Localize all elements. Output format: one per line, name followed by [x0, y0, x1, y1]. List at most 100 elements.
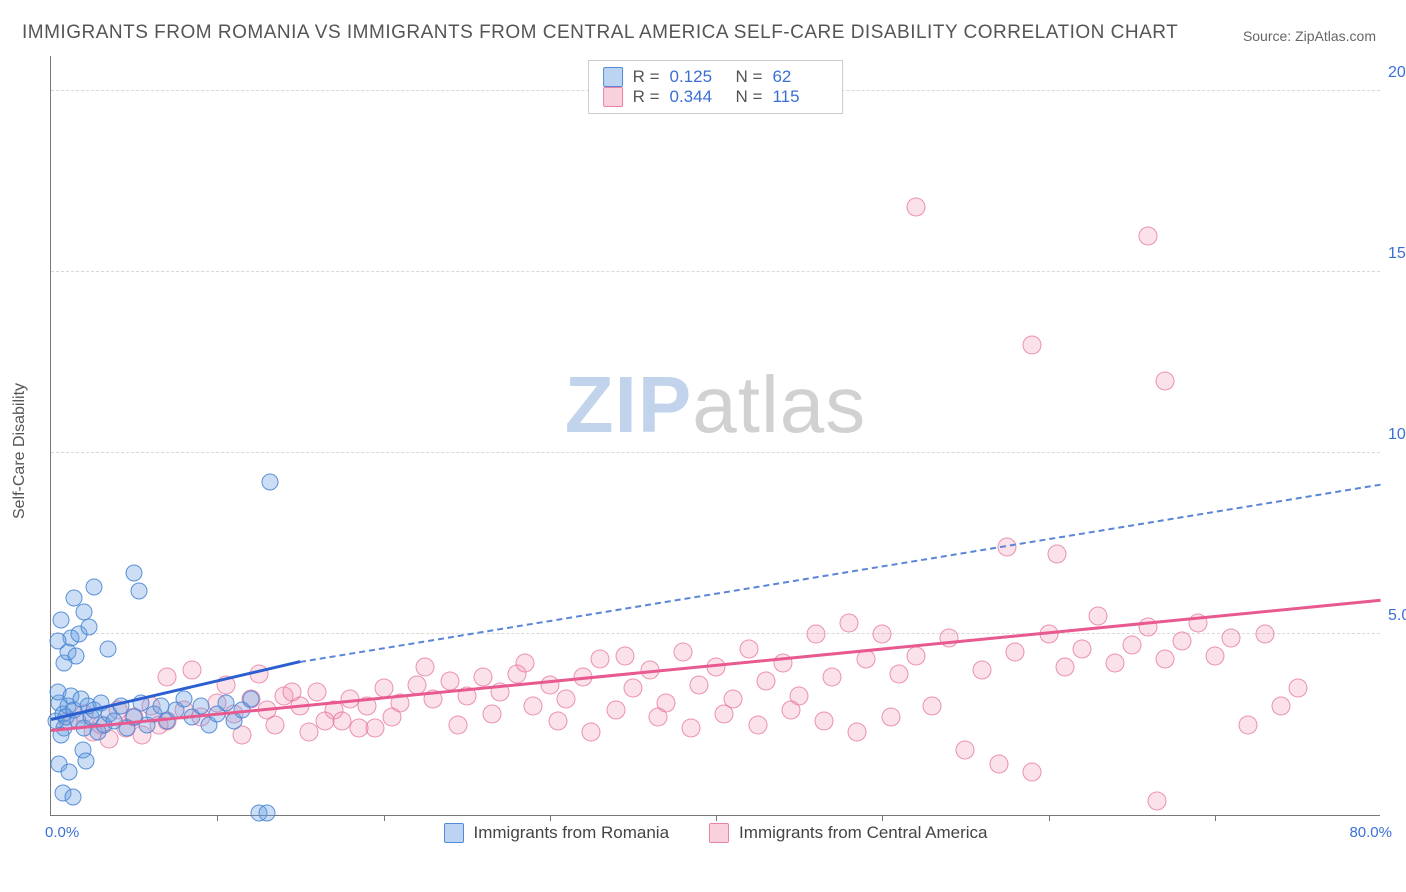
scatter-point	[840, 614, 859, 633]
x-tick-mark	[882, 815, 883, 821]
source-link[interactable]: ZipAtlas.com	[1295, 28, 1376, 44]
scatter-point	[1172, 632, 1191, 651]
legend-n-label: N =	[736, 87, 763, 107]
scatter-point	[259, 805, 276, 822]
scatter-point	[973, 661, 992, 680]
scatter-point	[1239, 715, 1258, 734]
legend-row: R =0.125N =62	[603, 67, 829, 87]
scatter-point	[673, 643, 692, 662]
scatter-point	[64, 788, 81, 805]
scatter-point	[131, 582, 148, 599]
scatter-point	[262, 474, 279, 491]
scatter-point	[515, 654, 534, 673]
legend-n-label: N =	[736, 67, 763, 87]
scatter-point	[66, 589, 83, 606]
watermark-zip: ZIP	[565, 360, 692, 449]
scatter-point	[557, 690, 576, 709]
scatter-point	[1022, 762, 1041, 781]
scatter-point	[923, 697, 942, 716]
scatter-point	[49, 633, 66, 650]
legend-swatch	[443, 823, 463, 843]
scatter-point	[1255, 625, 1274, 644]
scatter-point	[283, 682, 302, 701]
scatter-point	[299, 722, 318, 741]
y-tick-label: 10.0%	[1388, 426, 1406, 444]
scatter-point	[416, 657, 435, 676]
gridline-h	[51, 271, 1380, 272]
legend-swatch	[603, 67, 623, 87]
scatter-point	[540, 675, 559, 694]
x-axis-min-label: 0.0%	[45, 824, 79, 841]
source-label: Source:	[1243, 28, 1291, 44]
scatter-point	[524, 697, 543, 716]
legend-r-label: R =	[633, 87, 660, 107]
legend-swatch	[709, 823, 729, 843]
scatter-point	[881, 708, 900, 727]
scatter-point	[183, 661, 202, 680]
scatter-point	[690, 675, 709, 694]
scatter-point	[815, 711, 834, 730]
legend-r-label: R =	[633, 67, 660, 87]
scatter-point	[1072, 639, 1091, 658]
scatter-point	[989, 755, 1008, 774]
scatter-point	[1205, 646, 1224, 665]
scatter-point	[61, 763, 78, 780]
scatter-point	[449, 715, 468, 734]
scatter-point	[77, 752, 94, 769]
legend-n-value: 115	[772, 87, 828, 107]
chart-title: IMMIGRANTS FROM ROMANIA VS IMMIGRANTS FR…	[22, 22, 1178, 44]
scatter-point	[192, 698, 209, 715]
x-tick-mark	[550, 815, 551, 821]
scatter-point	[441, 672, 460, 691]
scatter-point	[1147, 791, 1166, 810]
x-tick-mark	[217, 815, 218, 821]
scatter-point	[740, 639, 759, 658]
legend-series-label: Immigrants from Central America	[739, 823, 987, 843]
legend-n-value: 62	[772, 67, 828, 87]
chart-container: Self-Care Disability ZIPatlas R =0.125N …	[50, 56, 1380, 846]
scatter-point	[906, 198, 925, 217]
scatter-point	[549, 711, 568, 730]
legend-r-value: 0.344	[670, 87, 726, 107]
scatter-point	[308, 682, 327, 701]
legend-item: Immigrants from Central America	[709, 823, 987, 843]
scatter-point	[748, 715, 767, 734]
x-tick-mark	[1215, 815, 1216, 821]
scatter-point	[873, 625, 892, 644]
scatter-point	[615, 646, 634, 665]
legend-item: Immigrants from Romania	[443, 823, 669, 843]
scatter-point	[52, 611, 69, 628]
scatter-point	[623, 679, 642, 698]
scatter-point	[1272, 697, 1291, 716]
scatter-point	[242, 691, 259, 708]
scatter-point	[1139, 226, 1158, 245]
scatter-point	[823, 668, 842, 687]
scatter-point	[266, 715, 285, 734]
y-tick-label: 5.0%	[1388, 607, 1406, 625]
scatter-point	[176, 691, 193, 708]
scatter-point	[715, 704, 734, 723]
scatter-point	[407, 675, 426, 694]
scatter-point	[1047, 545, 1066, 564]
scatter-point	[1222, 628, 1241, 647]
scatter-point	[1288, 679, 1307, 698]
scatter-point	[590, 650, 609, 669]
scatter-point	[607, 701, 626, 720]
scatter-point	[474, 668, 493, 687]
scatter-point	[806, 625, 825, 644]
gridline-h	[51, 452, 1380, 453]
x-tick-mark	[1049, 815, 1050, 821]
scatter-point	[1122, 635, 1141, 654]
scatter-point	[781, 701, 800, 720]
scatter-point	[1056, 657, 1075, 676]
scatter-point	[848, 722, 867, 741]
scatter-point	[332, 711, 351, 730]
y-tick-label: 15.0%	[1388, 245, 1406, 263]
scatter-point	[1106, 654, 1125, 673]
source-attribution: Source: ZipAtlas.com	[1243, 28, 1376, 44]
scatter-point	[86, 579, 103, 596]
scatter-point	[956, 740, 975, 759]
watermark-atlas: atlas	[692, 360, 866, 449]
scatter-point	[648, 708, 667, 727]
scatter-point	[1022, 335, 1041, 354]
